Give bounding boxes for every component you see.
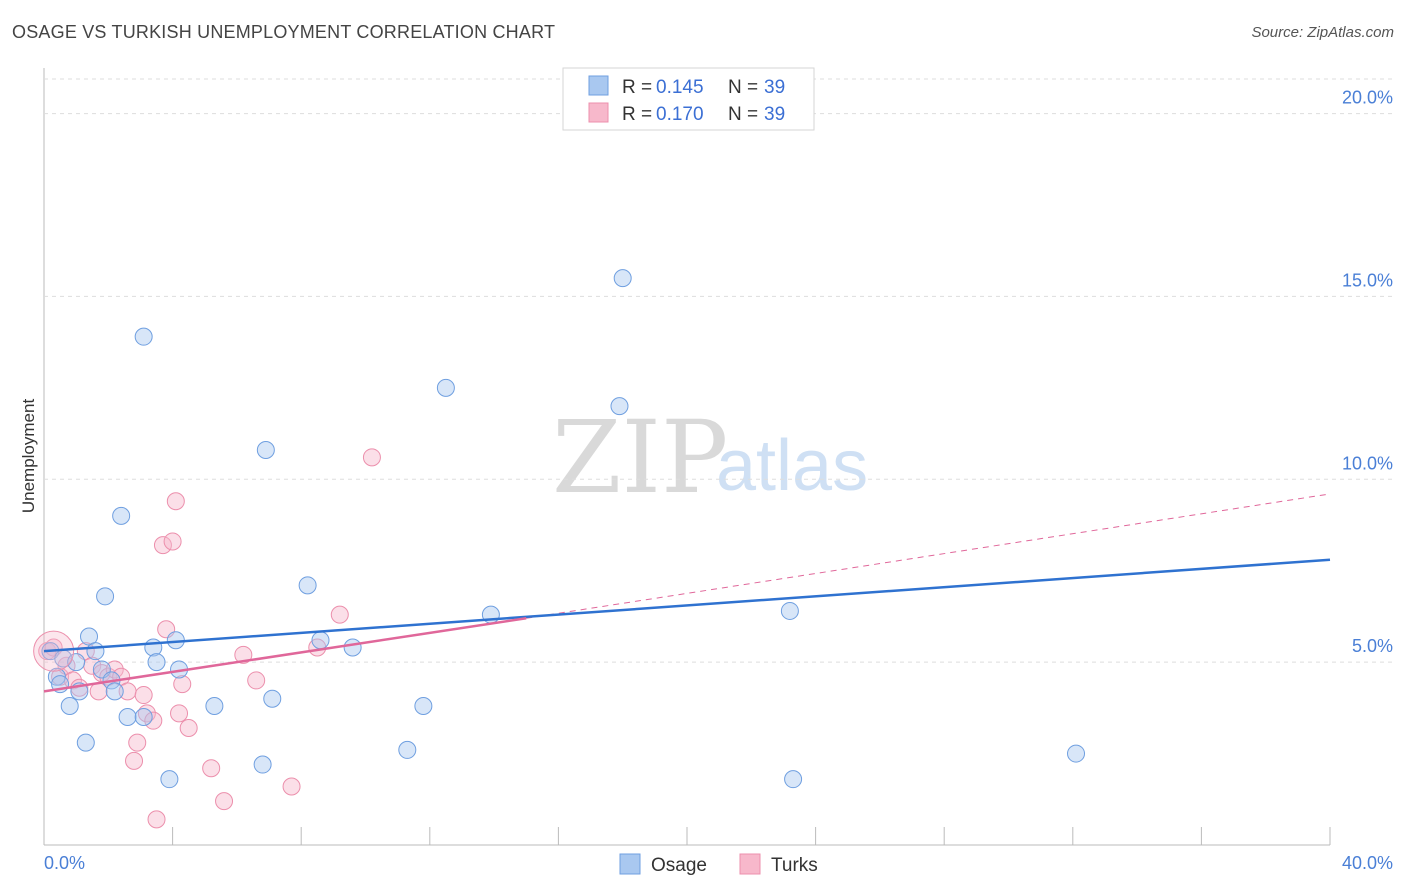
point-osage-31: [414, 697, 433, 716]
trend-line-osage: [43, 558, 1331, 653]
legend-swatch-turks: [588, 102, 609, 123]
legend-swatch-osage: [588, 75, 609, 96]
point-turks-18: [144, 711, 163, 730]
y-axis-tick-labels: 5.0% 10.0% 15.0% 20.0%: [1342, 88, 1393, 657]
point-osage-16: [134, 708, 153, 726]
point-osage-35: [613, 269, 632, 288]
point-turks-26: [179, 718, 198, 737]
data-points: [33, 269, 1331, 829]
point-turks-31: [282, 777, 301, 796]
source-label: Source: ZipAtlas.com: [1251, 24, 1394, 41]
point-osage-24: [253, 755, 272, 774]
legend-r-value-turks: 0.170: [656, 104, 704, 125]
point-osage-14: [112, 506, 131, 525]
y-tick-label-5: 5.0%: [1352, 636, 1393, 656]
point-osage-38: [1067, 744, 1086, 763]
series-legend-label-osage: Osage: [651, 855, 707, 876]
series-legend-swatch-osage: [619, 853, 641, 875]
series-legend: Osage Turks: [619, 853, 818, 876]
point-osage-9: [86, 642, 105, 661]
point-osage-20: [160, 770, 179, 789]
chart-title: OSAGE VS TURKISH UNEMPLOYMENT CORRELATIO…: [12, 22, 556, 42]
point-osage-37: [784, 770, 803, 789]
series-legend-swatch-turks: [739, 853, 761, 875]
point-turks-16: [134, 686, 153, 705]
watermark-atlas: atlas: [716, 426, 868, 506]
legend-n-value-osage: 39: [764, 77, 785, 98]
point-osage-15: [118, 708, 137, 726]
gridlines: [44, 78, 1393, 663]
point-turks-17: [137, 704, 156, 723]
point-osage-11: [96, 587, 115, 606]
point-osage-34: [610, 397, 629, 416]
point-turks-33: [330, 605, 349, 624]
point-turks-15: [128, 733, 147, 752]
point-osage-25: [256, 441, 275, 460]
point-turks-25: [173, 675, 192, 694]
trend-line-turks: [43, 617, 527, 693]
point-osage-26: [263, 689, 282, 708]
point-turks-19: [147, 810, 166, 829]
point-turks-23: [166, 492, 185, 511]
point-turks-29: [234, 645, 253, 664]
y-tick-label-20: 20.0%: [1342, 88, 1393, 108]
point-turks-28: [215, 792, 234, 811]
watermark-zip: ZIP: [552, 399, 728, 516]
point-osage-32: [436, 378, 455, 397]
point-osage-18: [144, 638, 163, 657]
point-osage-5: [67, 653, 86, 672]
point-osage-13: [105, 682, 124, 701]
point-turks-34: [362, 448, 381, 467]
y-axis-label: Unemployment: [19, 399, 38, 514]
legend-n-value-turks: 39: [764, 104, 785, 125]
point-turks-27: [202, 759, 221, 778]
y-tick-label-10: 10.0%: [1342, 453, 1393, 473]
trend-line-turks-extension: [526, 493, 1331, 619]
point-osage-19: [147, 653, 166, 672]
point-turks-30: [247, 671, 266, 690]
x-axis-ticks: [172, 827, 1331, 845]
legend-r-value-osage: 0.145: [656, 77, 704, 98]
x-tick-label-min: 0.0%: [44, 853, 85, 873]
point-turks-14: [125, 751, 144, 770]
point-turks-22: [163, 532, 182, 551]
point-turks-11: [105, 660, 124, 679]
legend-n-label-osage: N =: [728, 77, 758, 98]
series-legend-label-turks: Turks: [771, 855, 818, 876]
trend-lines: [526, 493, 1331, 619]
legend-r-label-osage: R =: [622, 77, 652, 98]
point-osage-30: [398, 740, 417, 759]
point-osage-29: [343, 638, 362, 657]
point-osage-17: [134, 327, 153, 346]
stats-legend: R = 0.145 N = 39 R = 0.170 N = 39: [562, 67, 815, 131]
point-osage-7: [76, 733, 95, 752]
point-osage-36: [780, 601, 799, 620]
legend-n-label-turks: N =: [728, 104, 758, 125]
point-osage-4: [60, 697, 79, 716]
point-turks-20: [153, 536, 172, 555]
legend-r-label-turks: R =: [622, 104, 652, 125]
point-osage-23: [205, 697, 224, 716]
point-osage-27: [298, 576, 317, 595]
y-tick-label-15: 15.0%: [1342, 270, 1393, 290]
x-tick-label-max: 40.0%: [1342, 853, 1393, 873]
point-osage-28: [311, 631, 330, 650]
point-turks-24: [170, 704, 189, 723]
